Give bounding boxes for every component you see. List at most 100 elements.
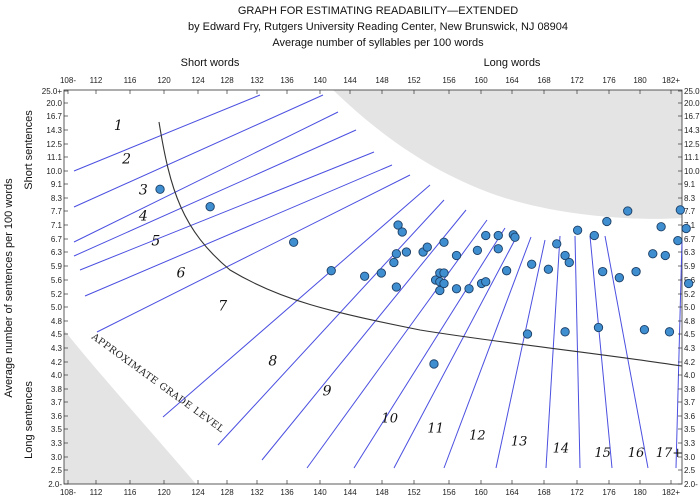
y-tick-label-left-9.1: 9.1 bbox=[51, 180, 63, 189]
grade-label-13: 13 bbox=[511, 434, 528, 449]
x-ticks-bottom: 108- 112 116 120 124 128 132 136 140 144 148 152 156… bbox=[60, 480, 680, 497]
grade-line-4 bbox=[73, 129, 357, 257]
data-point-44 bbox=[598, 266, 608, 277]
y-tick-label-right-4.3: 4.3 bbox=[684, 344, 696, 353]
data-point-54 bbox=[673, 235, 683, 246]
grade-line-6 bbox=[84, 164, 393, 297]
data-point-48 bbox=[631, 266, 641, 277]
grade-line-1 bbox=[73, 94, 261, 172]
y-tick-label-left-3.5: 3.5 bbox=[51, 425, 63, 434]
x-tick-label-bottom-160: 160 bbox=[474, 488, 488, 497]
shade-upper-right bbox=[333, 90, 682, 219]
y-tick-label-right-25.0+: 25.0+ bbox=[684, 87, 700, 96]
grade-label-15: 15 bbox=[594, 446, 611, 461]
data-point-45 bbox=[602, 216, 612, 227]
y-tick-label-left-10.0: 10.0 bbox=[46, 167, 62, 176]
data-point-9 bbox=[393, 220, 403, 230]
y-tick-label-left-4.3: 4.3 bbox=[51, 344, 63, 353]
data-point-51 bbox=[656, 222, 666, 232]
y-tick-label-left-3.3: 3.3 bbox=[51, 439, 63, 448]
y-tick-label-left-7.7: 7.7 bbox=[51, 207, 63, 216]
y-tick-label-right-7.1: 7.1 bbox=[684, 221, 696, 230]
x-tick-label-bottom-120: 120 bbox=[157, 488, 171, 497]
x-tick-label-top-112: 112 bbox=[90, 76, 103, 85]
y-tick-label-right-6.3: 6.3 bbox=[684, 248, 696, 257]
grade-line-9 bbox=[217, 199, 445, 446]
x-ticks-top: 108- 112 116 120 124 128 132 136 140 144 148 152 156… bbox=[60, 76, 680, 94]
data-point-27 bbox=[481, 277, 491, 287]
data-point-23 bbox=[451, 284, 462, 294]
x-tick-label-top-124: 124 bbox=[191, 76, 205, 85]
y-tick-label-left-8.3: 8.3 bbox=[51, 194, 63, 203]
grade-label-10: 10 bbox=[381, 412, 398, 427]
data-point-41 bbox=[572, 225, 583, 235]
data-point-38 bbox=[560, 327, 570, 337]
y-tick-label-left-2.0-: 2.0- bbox=[48, 480, 62, 489]
plot-frame bbox=[63, 89, 683, 485]
data-point-31 bbox=[501, 266, 512, 276]
data-point-10 bbox=[397, 227, 407, 237]
data-point-39 bbox=[560, 250, 570, 261]
y-tick-label-right-3.7: 3.7 bbox=[684, 398, 696, 407]
grade-line-2 bbox=[73, 94, 324, 208]
x-tick-label-bottom-112: 112 bbox=[90, 488, 103, 497]
data-point-19 bbox=[439, 237, 449, 247]
x-axis-title: Average number of syllables per 100 word… bbox=[272, 37, 484, 49]
x-tick-label-top-152: 152 bbox=[407, 76, 421, 85]
data-point-52 bbox=[660, 250, 670, 261]
grade-line-11 bbox=[306, 219, 488, 469]
x-tick-label-bottom-136: 136 bbox=[280, 488, 294, 497]
x-tick-label-top-120: 120 bbox=[157, 76, 171, 85]
data-point-28 bbox=[481, 230, 491, 241]
grade-line-7 bbox=[96, 174, 411, 333]
y-tick-label-right-20.0: 20.0 bbox=[684, 99, 700, 108]
x-tick-label-top-182+: 182+ bbox=[662, 76, 680, 85]
y-tick-label-right-3.0: 3.0 bbox=[684, 453, 696, 462]
data-points bbox=[155, 184, 694, 369]
data-point-55 bbox=[675, 205, 685, 215]
x-tick-label-top-176: 176 bbox=[602, 76, 616, 85]
data-point-18 bbox=[439, 268, 449, 278]
x-tick-label-bottom-152: 152 bbox=[407, 488, 421, 497]
label-short-sentences: Short sentences bbox=[23, 110, 35, 190]
y-tick-label-right-9.1: 9.1 bbox=[684, 180, 696, 189]
x-tick-label-top-136: 136 bbox=[280, 76, 294, 85]
data-point-56 bbox=[681, 223, 691, 234]
grade-label-8: 8 bbox=[268, 353, 277, 369]
x-tick-label-bottom-128: 128 bbox=[220, 488, 234, 497]
data-point-20 bbox=[435, 285, 445, 296]
grade-line-12 bbox=[353, 227, 506, 469]
data-point-24 bbox=[464, 284, 474, 294]
x-tick-label-top-164: 164 bbox=[505, 76, 519, 85]
y-tick-label-left-5.0: 5.0 bbox=[51, 303, 63, 312]
y-tick-label-left-5.2: 5.2 bbox=[51, 290, 63, 299]
grade-label-4: 4 bbox=[138, 208, 148, 224]
grade-label-12: 12 bbox=[469, 429, 486, 444]
data-point-1 bbox=[155, 184, 165, 194]
chart-title: GRAPH FOR ESTIMATING READABILITY—EXTENDE… bbox=[238, 5, 518, 17]
y-tick-label-left-3.6: 3.6 bbox=[51, 412, 63, 421]
y-tick-label-left-2.5: 2.5 bbox=[51, 466, 63, 475]
y-tick-label-left-11.1: 11.1 bbox=[47, 153, 63, 162]
x-tick-label-top-128: 128 bbox=[220, 76, 234, 85]
data-point-57 bbox=[684, 278, 694, 289]
shaded-regions bbox=[64, 90, 682, 484]
y-tick-label-right-12.5: 12.5 bbox=[684, 140, 700, 149]
x-tick-label-top-172: 172 bbox=[570, 76, 584, 85]
y-tick-label-right-2.5: 2.5 bbox=[684, 466, 696, 475]
y-tick-label-left-5.9: 5.9 bbox=[51, 262, 63, 271]
y-tick-label-left-3.8: 3.8 bbox=[51, 385, 63, 394]
grade-line-13 bbox=[393, 233, 519, 469]
y-tick-label-right-3.3: 3.3 bbox=[684, 439, 696, 448]
data-point-33 bbox=[510, 232, 520, 242]
grade-label-6: 6 bbox=[176, 266, 185, 282]
label-long-words: Long words bbox=[484, 57, 541, 69]
label-short-words: Short words bbox=[181, 57, 240, 69]
y-tick-label-right-5.0: 5.0 bbox=[684, 303, 696, 312]
y-tick-label-right-4.8: 4.8 bbox=[684, 317, 696, 326]
data-point-4 bbox=[326, 266, 336, 276]
y-tick-label-left-4.5: 4.5 bbox=[51, 330, 63, 339]
grade-line-8 bbox=[162, 184, 431, 418]
label-long-sentences: Long sentences bbox=[23, 381, 35, 459]
data-point-11 bbox=[401, 247, 412, 257]
